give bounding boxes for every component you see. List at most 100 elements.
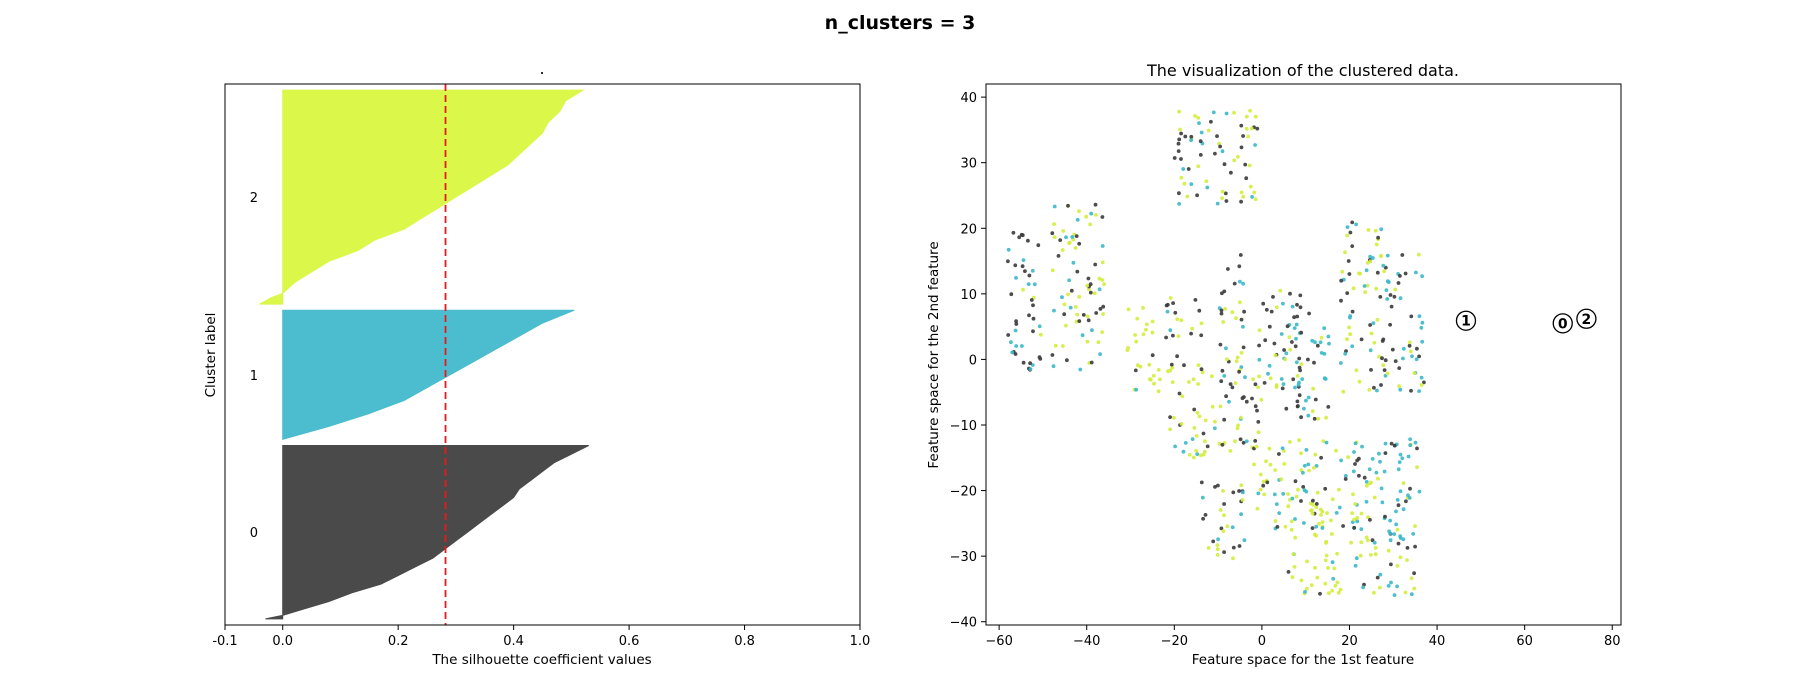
scatter-point xyxy=(1239,145,1244,150)
scatter-point xyxy=(1267,324,1272,329)
scatter-point xyxy=(1194,448,1198,453)
scatter-point xyxy=(1020,264,1025,269)
cluster-centers: 0 1 2 xyxy=(1455,308,1597,334)
scatter-point xyxy=(1294,322,1299,327)
scatter-point xyxy=(1335,580,1340,585)
silhouette-x-tick-label: 1.0 xyxy=(850,634,871,649)
scatter-point xyxy=(1187,380,1191,384)
scatter-point xyxy=(1220,149,1225,154)
scatter-point xyxy=(1173,444,1177,449)
scatter-point xyxy=(1322,326,1327,331)
scatter-point xyxy=(1293,344,1298,349)
scatter-point xyxy=(1222,513,1226,518)
scatter-point xyxy=(1375,317,1380,322)
scatter-point xyxy=(1177,137,1182,142)
scatter-point xyxy=(1375,388,1379,393)
scatter-point xyxy=(1156,389,1161,394)
scatter-point xyxy=(1359,540,1364,545)
scatter-point xyxy=(1133,368,1138,373)
silhouette-x-tick-label: 0.0 xyxy=(272,634,293,649)
scatter-point xyxy=(1370,457,1375,461)
scatter-point xyxy=(1100,215,1105,219)
scatter-point xyxy=(1367,481,1372,486)
scatter-point xyxy=(1395,584,1399,589)
scatter-point xyxy=(1372,590,1376,595)
scatter-point xyxy=(1361,585,1365,590)
scatter-point xyxy=(1385,371,1390,376)
scatter-point xyxy=(1070,235,1075,239)
scatter-point xyxy=(1285,324,1290,329)
scatter-point xyxy=(1326,566,1330,570)
scatter-point xyxy=(1364,499,1369,504)
scatter-point xyxy=(1021,258,1026,262)
scatter-point xyxy=(1097,287,1102,292)
scatter-point xyxy=(1310,526,1315,530)
scatter-point xyxy=(1395,498,1400,502)
scatter-point xyxy=(1169,362,1174,367)
scatter-point xyxy=(1150,353,1155,358)
scatter-point xyxy=(1074,319,1079,324)
scatter-point xyxy=(1250,195,1254,199)
scatter-point xyxy=(1223,307,1228,311)
scatter-point xyxy=(1313,340,1317,345)
scatter-point xyxy=(1065,358,1069,363)
scatter-point xyxy=(1414,270,1418,275)
scatter-point xyxy=(1320,520,1325,524)
scatter-point xyxy=(1075,312,1080,317)
scatter-point xyxy=(1396,503,1401,508)
scatter-point xyxy=(1274,305,1279,310)
scatter-point xyxy=(1030,363,1035,367)
scatter-point xyxy=(1398,534,1403,539)
scatter-point xyxy=(1405,546,1410,550)
scatter-point xyxy=(1009,340,1013,345)
scatter-point xyxy=(1255,126,1260,131)
scatter-point xyxy=(1036,243,1041,248)
scatter-point xyxy=(1061,344,1065,348)
scatter-point xyxy=(1292,565,1297,569)
scatter-point xyxy=(1239,199,1243,204)
scatter-point xyxy=(1197,121,1201,125)
scatter-point xyxy=(1368,518,1372,522)
scatter-point xyxy=(1239,190,1244,195)
scatter-point xyxy=(1237,300,1242,305)
scatter-point xyxy=(1249,126,1254,131)
scatter-point xyxy=(1085,283,1090,288)
scatter-point xyxy=(1021,360,1026,365)
scatter-y-label: Feature space for the 2nd feature xyxy=(926,241,942,468)
scatter-point xyxy=(1029,298,1034,302)
scatter-point xyxy=(1360,444,1364,449)
scatter-point xyxy=(1261,301,1266,306)
scatter-point xyxy=(1408,486,1412,491)
scatter-point xyxy=(1191,377,1196,382)
scatter-point xyxy=(1350,309,1355,314)
scatter-point xyxy=(1150,330,1155,335)
scatter-point xyxy=(1203,418,1208,423)
scatter-point xyxy=(1422,380,1426,385)
scatter-point xyxy=(1125,348,1130,352)
scatter-point xyxy=(1211,539,1216,544)
scatter-point xyxy=(1077,319,1082,323)
scatter-point xyxy=(1220,291,1224,296)
scatter-point xyxy=(1152,381,1156,386)
silhouette-subplot: . 0 1 2 -0.1 0.0 0.2 0.4 0.6 0.8 1.0 The silhoue… xyxy=(203,59,870,668)
scatter-point xyxy=(1415,446,1419,451)
scatter-point xyxy=(1166,369,1170,374)
scatter-point xyxy=(1220,189,1225,194)
scatter-point xyxy=(1311,498,1315,503)
scatter-x-tick-label: 20 xyxy=(1341,634,1358,649)
scatter-point xyxy=(1050,353,1055,357)
scatter-point xyxy=(1388,518,1392,523)
scatter-point xyxy=(1074,234,1079,239)
scatter-point xyxy=(1250,396,1254,401)
scatter-point xyxy=(1182,363,1186,368)
scatter-x-tick-label: −40 xyxy=(1073,634,1100,649)
scatter-point xyxy=(1382,368,1387,372)
scatter-point xyxy=(1145,322,1149,327)
scatter-point xyxy=(1420,320,1425,325)
scatter-point xyxy=(1086,318,1091,323)
scatter-point xyxy=(1299,330,1304,335)
scatter-point xyxy=(1376,235,1380,240)
scatter-point xyxy=(1186,167,1191,171)
scatter-point xyxy=(1306,357,1310,362)
scatter-point xyxy=(1100,260,1105,265)
